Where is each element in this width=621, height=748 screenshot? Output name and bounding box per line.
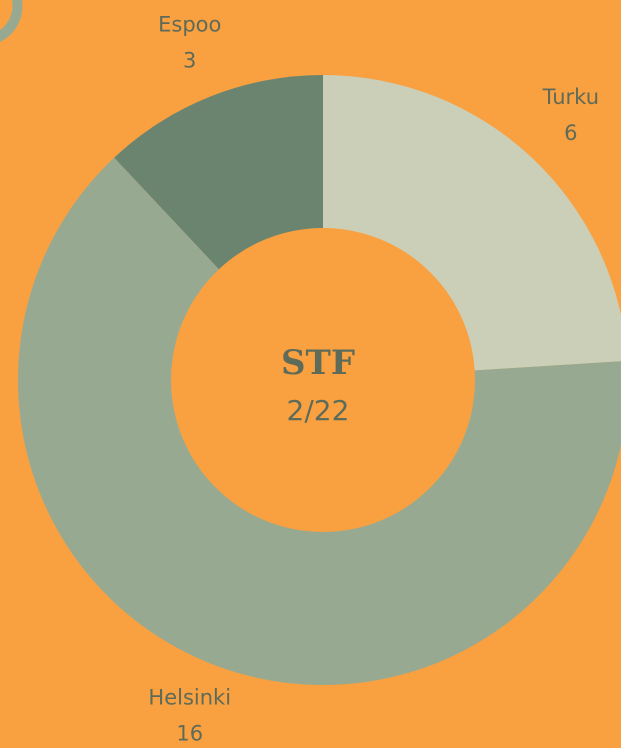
center-subtitle: 2/22 [287,394,350,427]
donut [18,75,621,685]
slice-value: 6 [564,121,577,145]
slice [114,75,323,270]
slice [323,75,621,371]
slice-label: Helsinki [148,686,231,710]
center-title: STF [281,343,355,383]
slice-value: 3 [183,48,196,72]
slice-label: Turku [542,85,599,109]
slice-value: 16 [176,722,203,746]
slice [18,157,621,685]
decor-arc [0,0,23,42]
slice-label: Espoo [158,12,221,36]
